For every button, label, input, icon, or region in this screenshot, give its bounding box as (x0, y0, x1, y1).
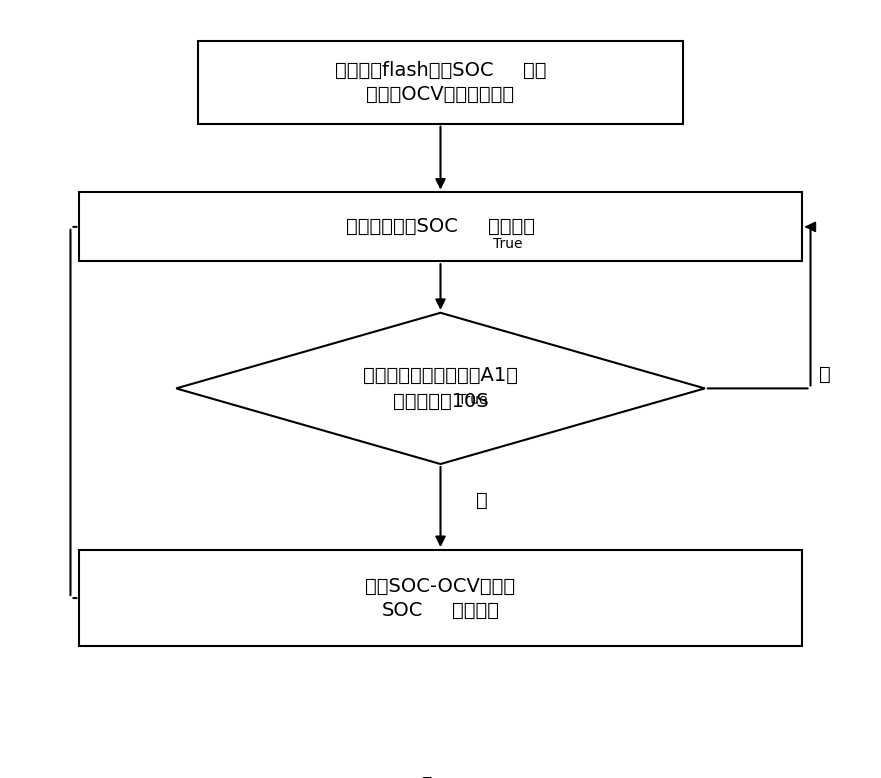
Text: 安时积分法对SOC: 安时积分法对SOC (346, 217, 458, 237)
Text: True: True (458, 393, 488, 407)
FancyBboxPatch shape (198, 41, 683, 124)
FancyBboxPatch shape (79, 192, 802, 261)
Text: SOC: SOC (381, 601, 423, 619)
Text: 是否满足电流小于等于A1且: 是否满足电流小于等于A1且 (363, 366, 518, 385)
Text: 上电读取flash中的SOC: 上电读取flash中的SOC (335, 61, 493, 80)
Polygon shape (176, 313, 705, 464)
Text: 数据: 数据 (522, 61, 546, 80)
Text: 否: 否 (819, 365, 831, 384)
Text: True: True (423, 776, 453, 778)
Text: 持续时间为10S: 持续时间为10S (393, 392, 488, 411)
Text: 是: 是 (476, 491, 487, 510)
Text: 进行校准: 进行校准 (453, 601, 500, 619)
Text: 进行计算: 进行计算 (488, 217, 535, 237)
Text: True: True (493, 237, 522, 251)
Text: 并利用OCV曲线进行校正: 并利用OCV曲线进行校正 (366, 85, 515, 104)
Text: 利用SOC-OCV曲线对: 利用SOC-OCV曲线对 (366, 576, 515, 595)
FancyBboxPatch shape (79, 550, 802, 647)
